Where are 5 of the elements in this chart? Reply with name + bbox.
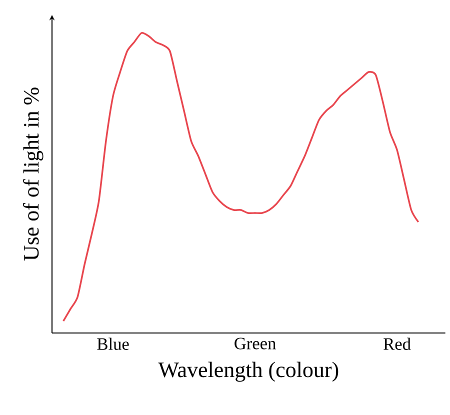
x-tick-label: Red xyxy=(384,338,411,350)
y-axis-title: Use of of light in % xyxy=(23,88,44,261)
x-tick-label: Blue xyxy=(97,338,129,350)
x-tick-label: Green xyxy=(234,338,276,350)
x-axis-title: Wavelength (colour) xyxy=(158,362,338,382)
